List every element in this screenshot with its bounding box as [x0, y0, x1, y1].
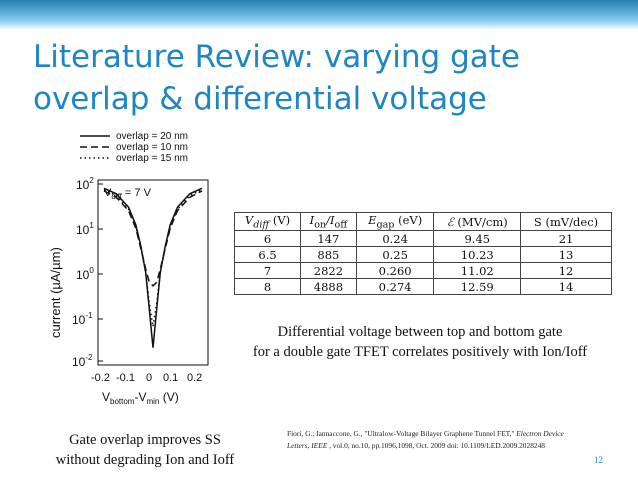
y-tick-label: 10-1: [72, 311, 93, 327]
table-cell: 2822: [299, 262, 357, 280]
x-axis-label: Vbottom-Vmin (V): [102, 390, 179, 406]
table-cell: 13: [520, 246, 612, 264]
caption-line: Differential voltage between top and bot…: [277, 324, 563, 340]
series-line-dashed: [103, 190, 203, 287]
header-accent-bar: [0, 0, 638, 30]
page-number: 12: [594, 455, 603, 465]
table-cell: 147: [299, 230, 357, 248]
table-cell: 8: [234, 278, 301, 296]
x-tick-label: -0.2: [91, 372, 110, 384]
table-cell: 0.274: [355, 278, 435, 296]
table-cell: 0.25: [355, 246, 435, 264]
table-cell: 6: [234, 230, 301, 248]
col-header-field: ℰ (MV/cm): [433, 211, 522, 232]
y-axis-label: current (µA/µm): [48, 247, 63, 338]
table-cell: 885: [299, 246, 357, 264]
legend: overlap = 20 nm overlap = 10 nm overlap …: [80, 131, 188, 164]
col-header-ss: S (mV/dec): [520, 211, 612, 232]
table-cell: 12.59: [433, 278, 522, 296]
reference-authors-title: Fiori, G.; Iannaccone, G., "Ultralow-Vol…: [287, 429, 517, 438]
parameter-table-panel: Vdiff (V) Ion/Ioff Egap (eV) ℰ (MV/cm) S…: [228, 204, 616, 296]
table-cell: 0.260: [355, 262, 435, 280]
y-ticks: 102 101 100 10-1 10-2: [72, 176, 103, 369]
caption-line: without degrading Ion and Ioff: [55, 452, 235, 468]
table-header-row: Vdiff (V) Ion/Ioff Egap (eV) ℰ (MV/cm) S…: [234, 211, 612, 232]
table-row: 6 147 0.24 9.45 21: [234, 230, 612, 248]
table-row: 7 2822 0.260 11.02 12: [234, 262, 612, 280]
legend-label-20nm: overlap = 20 nm: [116, 131, 188, 142]
y-tick-label: 102: [76, 176, 94, 192]
table-cell: 21: [520, 230, 612, 248]
table-cell: 12: [520, 262, 612, 280]
legend-label-10nm: overlap = 10 nm: [116, 142, 188, 153]
x-tick-label: -0.1: [116, 372, 135, 384]
differential-voltage-caption: Differential voltage between top and bot…: [222, 322, 618, 362]
slide-title: Literature Review: varying gate overlap …: [33, 36, 623, 120]
table-row: 8 4888 0.274 12.59 14: [234, 278, 612, 296]
legend-label-15nm: overlap = 15 nm: [116, 153, 188, 164]
reference-citation: Fiori, G.; Iannaccone, G., "Ultralow-Vol…: [287, 428, 587, 452]
col-header-vdiff: Vdiff (V): [234, 211, 301, 232]
table-cell: 9.45: [433, 230, 522, 248]
table-cell: 11.02: [433, 262, 522, 280]
current-vs-voltage-figure: overlap = 20 nm overlap = 10 nm overlap …: [40, 128, 220, 416]
table-cell: 14: [520, 278, 612, 296]
series-line-dotted: [103, 188, 203, 327]
col-header-ion-ioff: Ion/Ioff: [299, 211, 357, 232]
caption-line: Gate overlap improves SS: [69, 432, 221, 448]
series-line-solid: [103, 187, 203, 348]
current-vs-voltage-chart: overlap = 20 nm overlap = 10 nm overlap …: [48, 131, 209, 406]
x-ticks: -0.2 -0.1 0 0.1 0.2: [91, 372, 202, 384]
gate-overlap-caption: Gate overlap improves SS without degradi…: [32, 430, 258, 470]
x-tick-label: 0: [146, 372, 152, 384]
x-tick-label: 0.2: [187, 372, 202, 384]
col-header-egap: Egap (eV): [355, 211, 435, 232]
slide-title-line-2: overlap & differential voltage: [33, 81, 487, 117]
x-tick-label: 0.1: [163, 372, 178, 384]
table-cell: 4888: [299, 278, 357, 296]
table-cell: 10.23: [433, 246, 522, 264]
series-layer: [103, 187, 203, 348]
plot-frame: [97, 179, 209, 366]
table-cell: 7: [234, 262, 301, 280]
y-tick-label: 101: [76, 221, 94, 237]
reference-journal: Electron Device Letters, IEEE: [287, 429, 564, 450]
table-cell: 6.5: [234, 246, 301, 264]
table-row: 6.5 885 0.25 10.23 13: [234, 246, 612, 264]
slide-title-line-1: Literature Review: varying gate: [33, 39, 520, 75]
y-tick-label: 10-2: [72, 353, 93, 369]
parameter-table: Vdiff (V) Ion/Ioff Egap (eV) ℰ (MV/cm) S…: [234, 211, 612, 296]
table-cell: 0.24: [355, 230, 435, 248]
y-tick-label: 100: [76, 266, 94, 282]
reference-details: , vol.0, no.10, pp.1096,1098, Oct. 2009 …: [327, 441, 545, 450]
caption-line: for a double gate TFET correlates positi…: [252, 344, 588, 360]
vdiff-annotation: Vdiff = 7 V: [104, 187, 152, 201]
